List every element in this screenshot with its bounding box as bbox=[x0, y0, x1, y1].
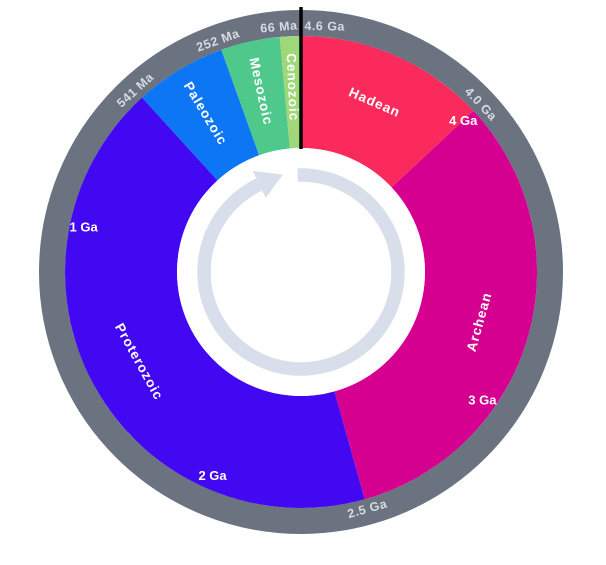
segment-label-cenozoic: Cenozoic bbox=[284, 53, 302, 122]
segment-paleozoic bbox=[142, 49, 260, 181]
ring-marker-4-6-ga: 4.6 Ga bbox=[304, 19, 345, 34]
clockwise-arrow-icon bbox=[197, 168, 405, 376]
segment-archean bbox=[334, 110, 538, 500]
center-hole bbox=[177, 148, 425, 396]
boundary-label-1-ga: 1 Ga bbox=[70, 219, 99, 234]
arrow-head bbox=[252, 170, 283, 198]
ring-marker-66-ma: 66 Ma bbox=[260, 18, 299, 35]
boundary-label-2-ga: 2 Ga bbox=[198, 468, 227, 483]
segment-cenozoic bbox=[279, 36, 301, 149]
segment-proterozoic bbox=[65, 97, 365, 508]
boundary-label-3-ga: 3 Ga bbox=[468, 393, 497, 408]
boundary-label-4-ga: 4 Ga bbox=[449, 113, 478, 128]
segment-hadean bbox=[301, 36, 474, 188]
segment-mesozoic bbox=[221, 36, 290, 156]
arrow-arc bbox=[197, 168, 405, 376]
